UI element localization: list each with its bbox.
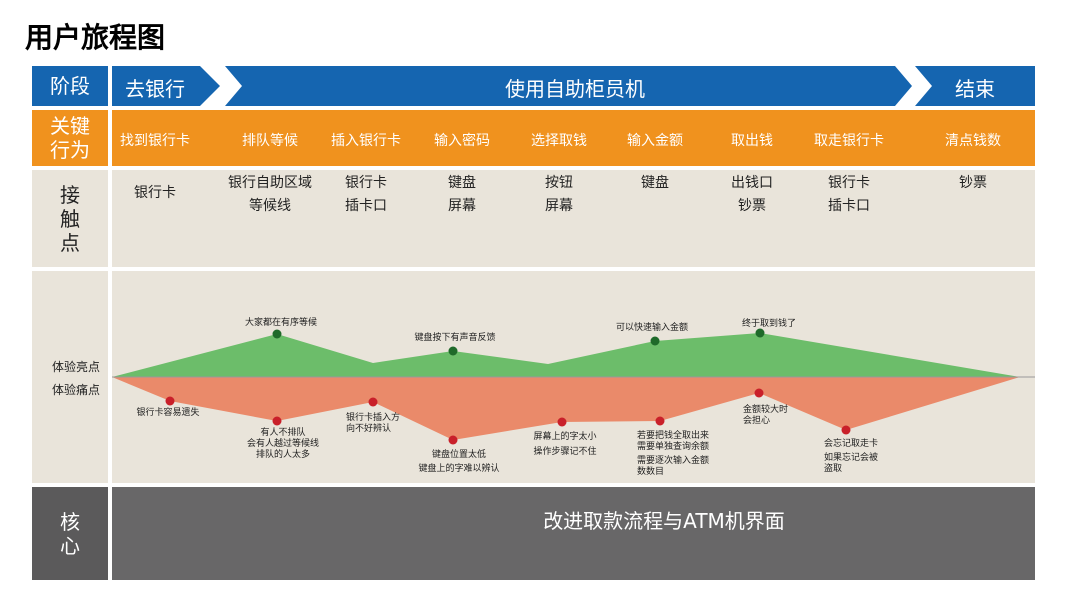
stage-chevron	[915, 66, 1035, 106]
point	[165, 396, 175, 406]
action-bg	[112, 110, 1035, 166]
row-label: 核心	[32, 487, 108, 580]
action: 输入密码	[434, 133, 490, 149]
touchpoint: 屏幕	[448, 198, 476, 214]
high-note: 大家都在有序等候	[244, 318, 317, 328]
low-note: 屏幕上的字太小	[533, 432, 597, 442]
action: 取走银行卡	[814, 133, 884, 149]
row-label: 关键行为	[32, 110, 108, 166]
point	[841, 425, 851, 435]
row-label-text: 接触点	[60, 182, 80, 255]
stage-label-bg	[32, 66, 108, 106]
low-note: 操作步骤记不住	[533, 447, 597, 457]
low-note: 键盘上的字难以辨认	[418, 464, 500, 474]
row-label-text: 核心	[60, 509, 80, 558]
stage: 使用自助柜员机	[505, 77, 645, 101]
touchpoint: 银行卡	[134, 185, 176, 201]
point	[650, 336, 660, 346]
row-label-text: 关键行为	[50, 114, 90, 162]
action: 取出钱	[731, 133, 773, 149]
exp-label-bg	[32, 271, 108, 483]
stage-chevron	[112, 66, 220, 106]
point	[448, 346, 458, 356]
touchpoint: 等候线	[249, 198, 291, 214]
low-note: 有人不排队	[260, 428, 306, 438]
point	[368, 397, 378, 407]
low-note: 会担心	[743, 416, 771, 426]
touchpoint: 出钱口	[731, 175, 773, 191]
touch-label-bg	[32, 170, 108, 267]
low-note: 排队的人太多	[255, 450, 310, 460]
action-label-bg	[32, 110, 108, 166]
stage: 去银行	[125, 77, 185, 101]
low-note: 数数目	[637, 467, 665, 477]
touchpoint: 银行卡	[828, 175, 870, 191]
low-note: 需要单独查询余额	[637, 442, 710, 452]
core-text: 改进取款流程与ATM机界面	[543, 509, 785, 533]
high-note: 终于取到钱了	[741, 319, 796, 329]
touch-bg	[112, 170, 1035, 267]
point	[448, 435, 458, 445]
stage: 结束	[955, 77, 995, 101]
low-area	[112, 377, 1020, 440]
touchpoint: 插卡口	[345, 198, 387, 214]
touchpoint: 键盘	[448, 175, 476, 191]
point	[272, 416, 282, 426]
point	[754, 388, 764, 398]
low-note: 盗取	[824, 464, 843, 474]
low-note: 键盘位置太低	[431, 450, 486, 460]
action: 选择取钱	[531, 133, 587, 149]
low-note: 银行卡插入方	[346, 413, 401, 423]
low-note: 会忘记取走卡	[824, 439, 879, 449]
touchpoint: 插卡口	[828, 198, 870, 214]
high-area	[112, 333, 1020, 377]
touchpoint: 键盘	[641, 175, 669, 191]
touchpoint: 按钮	[545, 175, 573, 191]
low-note: 银行卡容易遗失	[136, 408, 200, 418]
low-note: 向不好辨认	[346, 424, 392, 434]
action: 清点钱数	[945, 133, 1001, 149]
low-note: 若要把钱全取出来	[637, 431, 710, 441]
point	[272, 329, 282, 339]
touchpoint: 屏幕	[545, 198, 573, 214]
row-label-text: 阶段	[50, 74, 90, 98]
action: 插入银行卡	[331, 133, 401, 149]
action: 找到银行卡	[120, 133, 190, 149]
low-note: 如果忘记会被	[824, 453, 879, 463]
stage-chevron	[225, 66, 912, 106]
point	[755, 328, 765, 338]
point	[557, 417, 567, 427]
touchpoint: 银行自助区域	[228, 175, 312, 191]
title: 用户旅程图	[25, 21, 166, 54]
action: 排队等候	[242, 133, 298, 149]
low-note: 需要逐次输入金额	[637, 456, 710, 466]
core-bg	[112, 487, 1035, 580]
row-label: 阶段	[32, 66, 108, 106]
low-note: 金额较大时	[743, 405, 789, 415]
high-note: 键盘按下有声音反馈	[414, 333, 496, 343]
point	[655, 416, 665, 426]
high-note: 可以快速输入金额	[615, 323, 688, 333]
action: 输入金额	[627, 133, 683, 149]
low-label: 体验痛点	[52, 383, 101, 397]
touchpoint: 钞票	[738, 198, 766, 214]
row-label: 接触点	[32, 170, 108, 267]
high-label: 体验亮点	[52, 360, 101, 374]
low-note: 会有人越过等候线	[246, 439, 319, 449]
touchpoint: 钞票	[959, 175, 987, 191]
core-label-bg	[32, 487, 108, 580]
touchpoint: 银行卡	[345, 175, 387, 191]
